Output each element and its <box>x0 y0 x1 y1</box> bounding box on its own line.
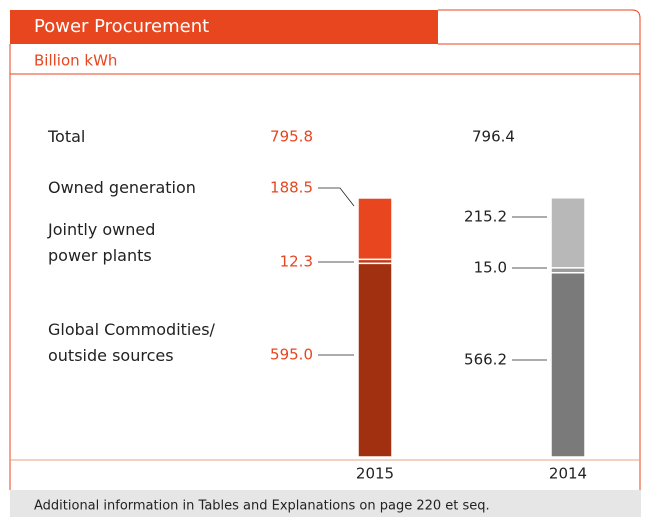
footnote: Additional information in Tables and Exp… <box>34 499 490 514</box>
value-label: 12.3 <box>280 253 313 271</box>
value-label: 188.5 <box>270 179 313 197</box>
header-bar <box>10 10 438 44</box>
value-label: 215.2 <box>464 208 507 226</box>
header-box <box>438 9 641 45</box>
series-name: Global Commodities/ outside sources <box>48 320 215 365</box>
total-value: 796.4 <box>472 128 515 146</box>
footer <box>10 490 641 517</box>
bar-segment <box>357 197 393 261</box>
value-label: 566.2 <box>464 351 507 369</box>
series-name: Owned generation <box>48 178 196 197</box>
bar-segment <box>357 262 393 458</box>
bar-segment <box>550 271 586 458</box>
total-label: Total <box>48 127 86 146</box>
total-value: 795.8 <box>270 128 313 146</box>
chart-title: Power Procurement <box>34 16 209 37</box>
x-tick-label: 2014 <box>549 465 587 483</box>
bar-segment <box>550 197 586 269</box>
value-label: 595.0 <box>270 346 313 364</box>
value-label: 15.0 <box>474 259 507 277</box>
leader-line <box>318 187 355 207</box>
series-name: Jointly owned power plants <box>48 220 156 265</box>
chart-subtitle: Billion kWh <box>34 52 117 70</box>
x-tick-label: 2015 <box>356 465 394 483</box>
